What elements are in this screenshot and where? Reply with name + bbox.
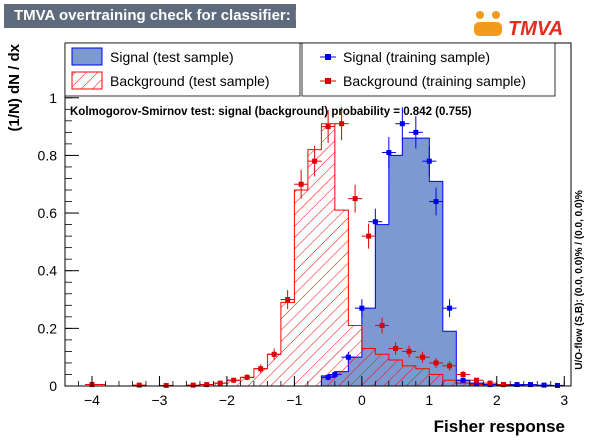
background-train-point <box>280 290 295 310</box>
legend-background-train-marker <box>320 78 336 84</box>
background-train-point <box>294 169 309 199</box>
background-train-point <box>132 382 147 388</box>
background-train-point <box>267 348 282 361</box>
background-train-point <box>456 371 471 378</box>
background-train-point <box>159 382 174 388</box>
signal-train-point <box>381 136 396 169</box>
background-train-point <box>483 380 498 386</box>
x-tick-label: 2 <box>493 392 501 408</box>
signal-train-point <box>368 208 383 235</box>
background-train-point <box>334 107 349 141</box>
legend-signal-train-label: Signal (training sample) <box>343 49 490 65</box>
background-train-point <box>469 377 484 383</box>
x-tick-label: 3 <box>560 392 568 408</box>
signal-train-point <box>456 377 471 383</box>
x-tick-label: −4 <box>84 392 100 408</box>
signal-train-point <box>354 299 369 318</box>
background-train-point <box>415 351 430 363</box>
ks-test-text: Kolmogorov-Smirnov test: signal (backgro… <box>70 106 472 118</box>
background-train-point <box>442 361 457 371</box>
background-train-point <box>388 342 403 355</box>
background-train-point <box>240 374 255 381</box>
legend-signal-test-label: Signal (test sample) <box>110 49 234 65</box>
background-train-point <box>226 377 241 383</box>
background-train-point <box>402 345 417 358</box>
signal-train-point <box>537 382 552 388</box>
y-tick-label: 0.8 <box>38 147 58 163</box>
y-tick-label: 0.2 <box>38 320 58 336</box>
legend-box-right <box>301 42 556 97</box>
background-train-point <box>253 364 268 373</box>
axes-layer: −4 −3 −2 −1 0 1 2 3 0 0.2 0.4 0.6 0.8 1 <box>38 51 568 408</box>
background-train-point <box>348 184 363 213</box>
histogram-layer <box>65 107 565 388</box>
legend-signal-test-swatch <box>71 47 103 66</box>
chart-title: TMVA overtraining check for classifier: … <box>4 4 340 28</box>
signal-train-point <box>341 351 356 363</box>
overflow-text: U/O-flow (S,B): (0.0, 0.0)% / (0.0, 0.0)… <box>574 190 585 370</box>
y-tick-label: 0 <box>49 378 57 394</box>
signal-train-point <box>442 299 457 318</box>
signal-train-point <box>550 382 565 388</box>
background-train-point <box>321 110 336 143</box>
x-tick-label: −1 <box>286 392 302 408</box>
y-axis-label: (1/N) dN / dx <box>6 43 23 131</box>
legend-box-left <box>64 42 301 97</box>
y-tick-label: 0.4 <box>38 263 58 279</box>
x-tick-label: 1 <box>425 392 433 408</box>
y-tick-label: 1 <box>49 90 57 106</box>
legend-background-test-label: Background (test sample) <box>110 73 270 89</box>
signal-train-point <box>327 371 342 378</box>
signal-train-point <box>395 107 410 141</box>
background-train-point <box>429 358 444 368</box>
background-train-point <box>375 317 390 334</box>
signal-train-point <box>429 187 444 216</box>
background-train-point <box>186 382 201 388</box>
signal-train-point <box>408 116 423 149</box>
background-train-point <box>361 223 376 249</box>
legend-background-train-label: Background (training sample) <box>343 73 526 89</box>
logo-text: TMVA <box>508 18 563 40</box>
legend-background-test-swatch <box>71 71 103 90</box>
background-train-point <box>213 380 228 386</box>
y-tick-label: 0.6 <box>38 205 58 221</box>
legend: Signal (test sample) Background (test sa… <box>64 42 556 97</box>
x-tick-label: −2 <box>219 392 235 408</box>
x-tick-label: −3 <box>151 392 167 408</box>
x-tick-label: 0 <box>358 392 366 408</box>
x-axis-label: Fisher response <box>434 417 565 436</box>
background-train-point <box>307 145 322 177</box>
legend-signal-train-marker <box>320 54 336 60</box>
signal-train-point <box>321 374 336 381</box>
signal-train-point <box>422 145 437 177</box>
tmva-logo: TMVA <box>474 11 563 40</box>
